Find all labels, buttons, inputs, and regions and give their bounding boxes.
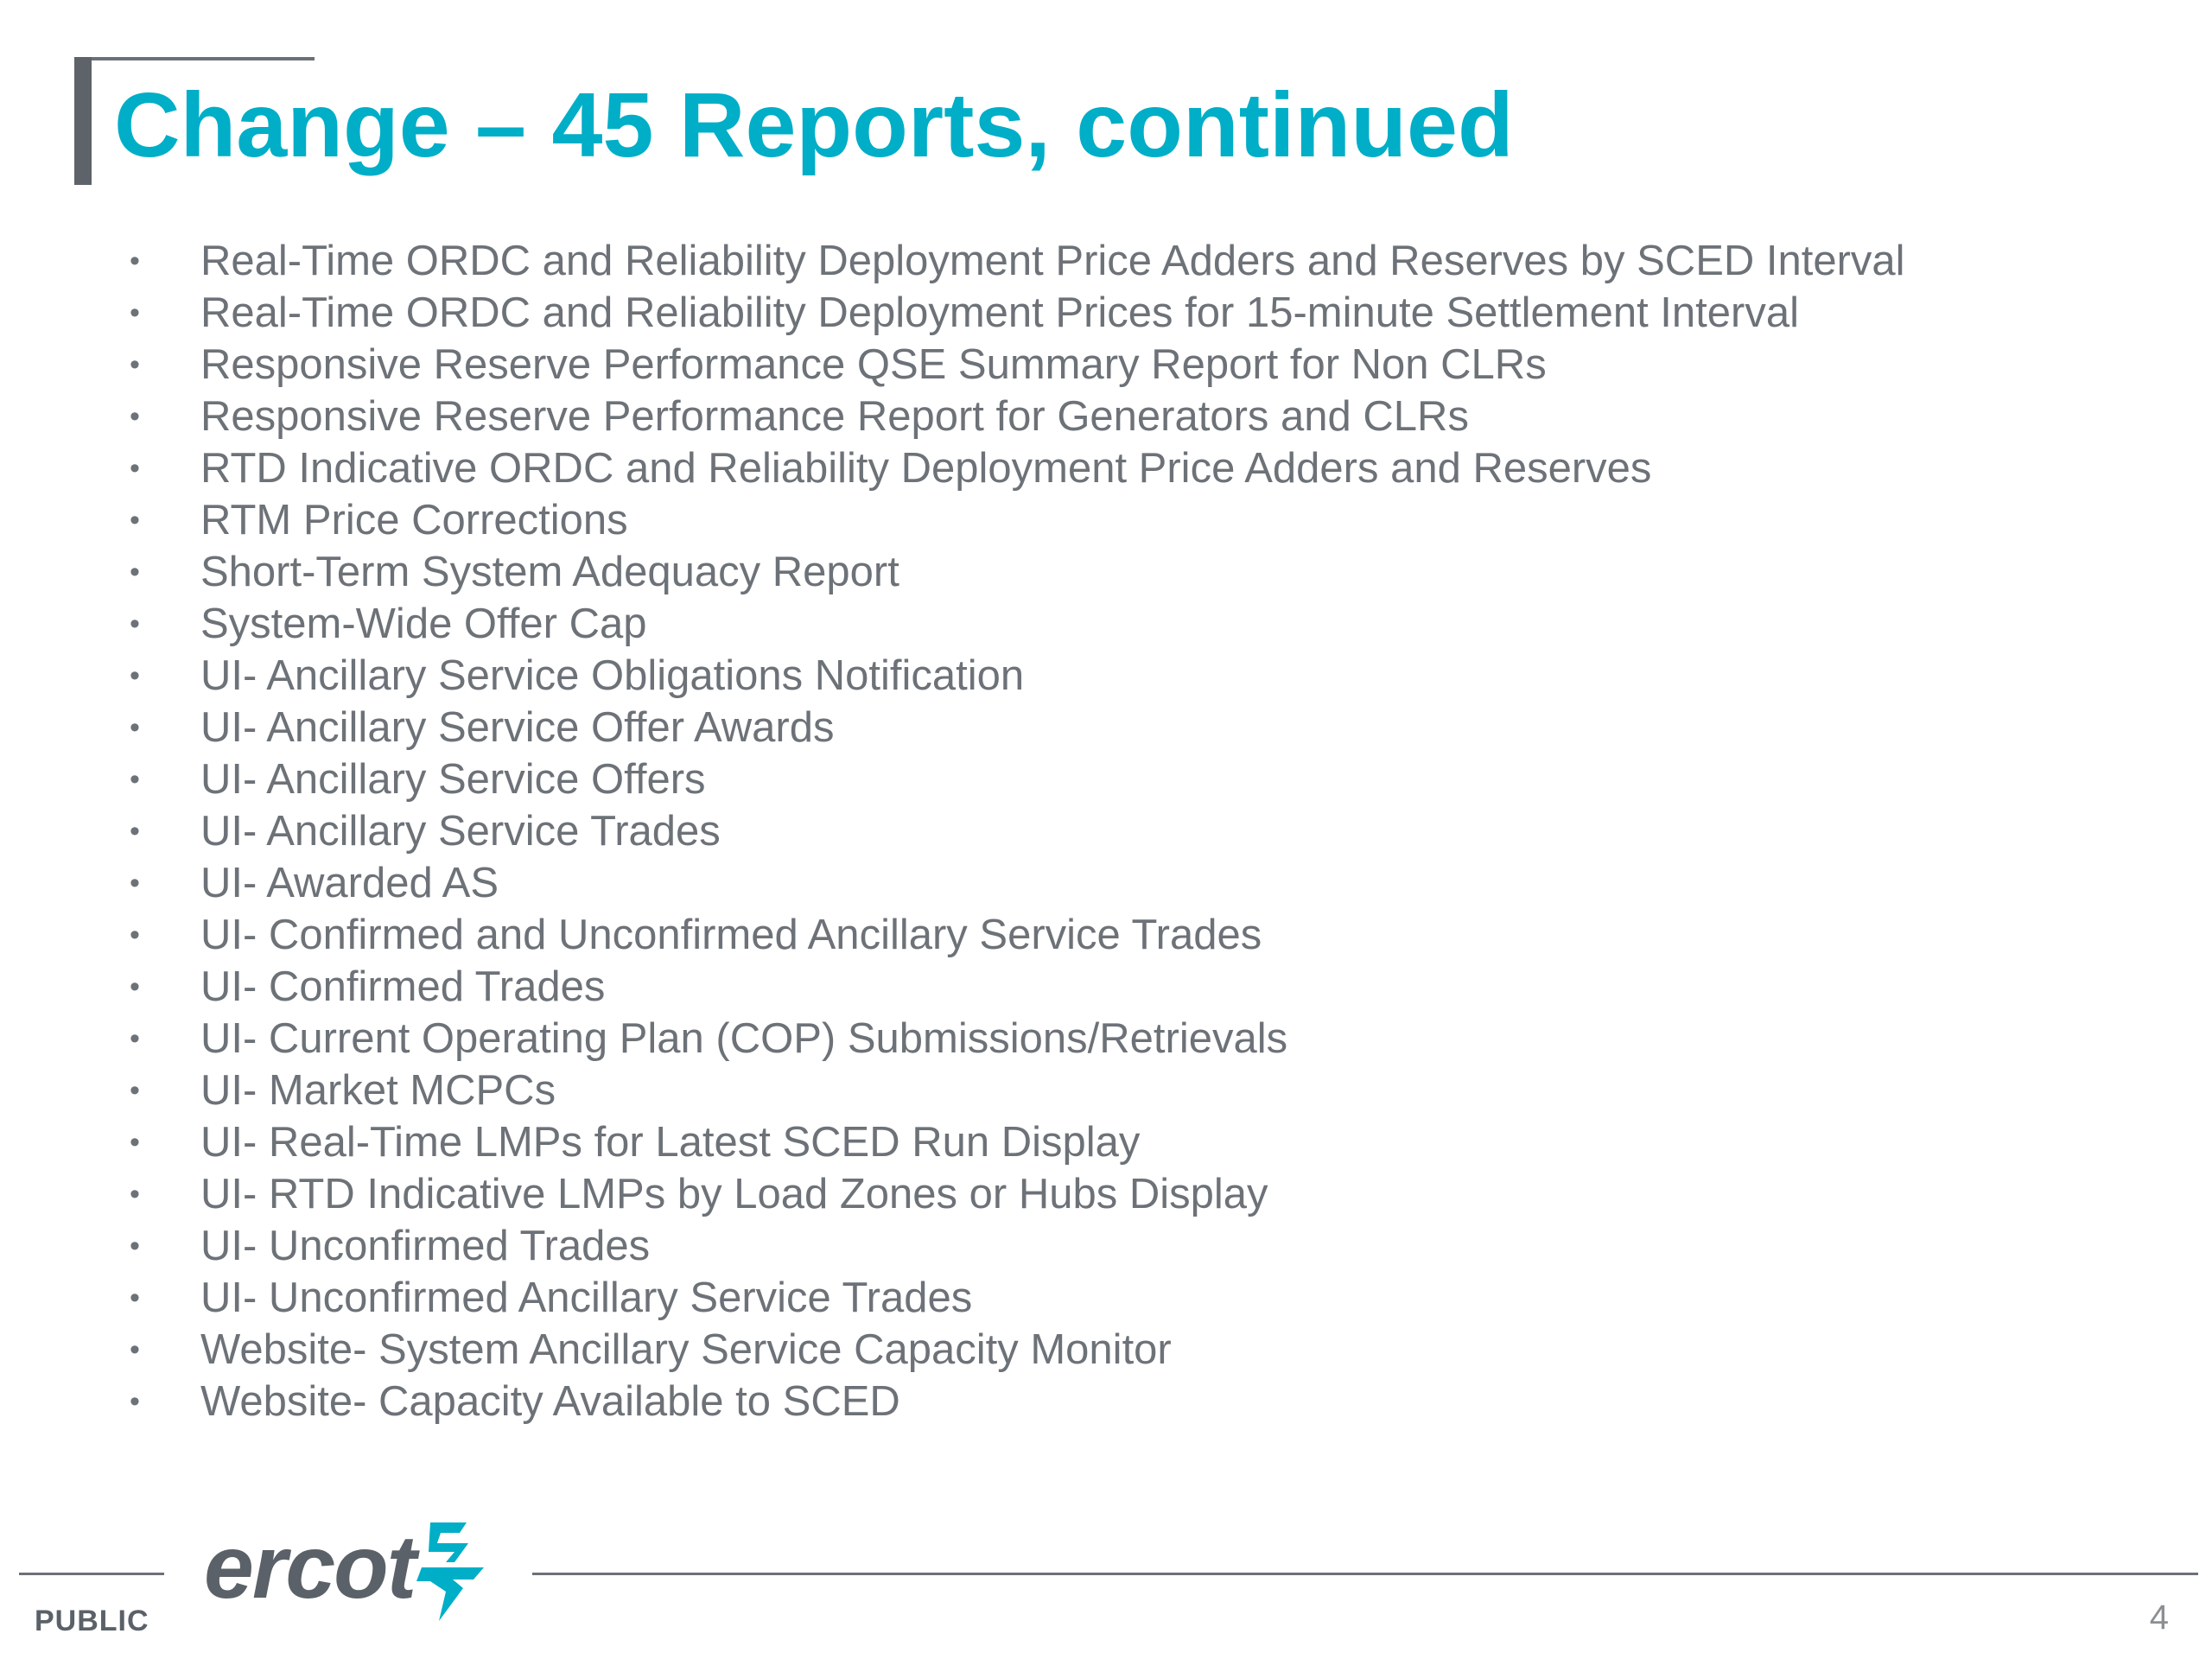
report-item-label: UI- Awarded AS <box>200 860 499 906</box>
classification-label: PUBLIC <box>35 1605 149 1637</box>
report-item-label: UI- Unconfirmed Trades <box>200 1223 651 1269</box>
bullet-icon: • <box>130 1332 140 1366</box>
report-item-label: UI- Ancillary Service Offers <box>200 756 706 803</box>
bullet-icon: • <box>130 399 140 433</box>
report-item-label: RTM Price Corrections <box>200 497 628 543</box>
report-list-item: • UI- Ancillary Service Offer Awards <box>121 702 1905 753</box>
report-item-label: UI- Real-Time LMPs for Latest SCED Run D… <box>200 1119 1141 1166</box>
report-list-item: • UI- Ancillary Service Obligations Notif… <box>121 650 1905 702</box>
report-item-label: Real-Time ORDC and Reliability Deploymen… <box>200 238 1905 284</box>
bullet-icon: • <box>130 710 140 744</box>
bullet-icon: • <box>130 1384 140 1418</box>
bullet-icon: • <box>130 555 140 588</box>
page-number: 4 <box>2149 1599 2169 1637</box>
report-list-item: • UI- Unconfirmed Trades <box>121 1220 1905 1272</box>
report-item-label: UI- Confirmed and Unconfirmed Ancillary … <box>200 912 1262 958</box>
report-list-item: • UI- Confirmed Trades <box>121 961 1905 1013</box>
report-list-item: • System-Wide Offer Cap <box>121 598 1905 650</box>
bullet-icon: • <box>130 1021 140 1055</box>
bullet-icon: • <box>130 969 140 1003</box>
ercot-logo: ercot <box>204 1517 494 1624</box>
report-list-item: • Real-Time ORDC and Reliability Deployme… <box>121 235 1905 287</box>
report-item-label: Website- Capacity Available to SCED <box>200 1378 900 1425</box>
report-list-item: • Real-Time ORDC and Reliability Deployme… <box>121 287 1905 339</box>
report-list-item: • Website- System Ancillary Service Capac… <box>121 1324 1905 1376</box>
title-frame-top-rule <box>74 57 315 60</box>
bullet-icon: • <box>130 866 140 899</box>
report-item-label: UI- Market MCPCs <box>200 1067 556 1114</box>
ercot-lightning-mark-icon <box>416 1522 484 1621</box>
report-list-item: • UI- Ancillary Service Trades <box>121 805 1905 857</box>
bullet-icon: • <box>130 347 140 381</box>
report-list-item: • UI- Ancillary Service Offers <box>121 753 1905 805</box>
report-list-item: • UI- Unconfirmed Ancillary Service Trade… <box>121 1272 1905 1324</box>
bullet-icon: • <box>130 1229 140 1262</box>
report-item-label: Responsive Reserve Performance QSE Summa… <box>200 341 1547 388</box>
bullet-icon: • <box>130 451 140 485</box>
report-list-item: • UI- Awarded AS <box>121 857 1905 909</box>
footer-rule-left <box>19 1573 164 1575</box>
bullet-icon: • <box>130 244 140 277</box>
report-list-item: • Responsive Reserve Performance QSE Summ… <box>121 339 1905 391</box>
bullet-icon: • <box>130 503 140 537</box>
report-list-item: • RTM Price Corrections <box>121 494 1905 546</box>
report-list: • Real-Time ORDC and Reliability Deployme… <box>121 235 1905 1427</box>
bullet-icon: • <box>130 658 140 692</box>
logo-wordmark: ercot <box>204 1517 416 1618</box>
report-list-item: • UI- RTD Indicative LMPs by Load Zones o… <box>121 1168 1905 1220</box>
bullet-icon: • <box>130 1177 140 1211</box>
bullet-icon: • <box>130 918 140 951</box>
report-item-label: UI- Ancillary Service Offer Awards <box>200 704 835 751</box>
report-item-label: UI- RTD Indicative LMPs by Load Zones or… <box>200 1171 1268 1217</box>
report-item-label: Short-Term System Adequacy Report <box>200 549 899 595</box>
bullet-icon: • <box>130 1125 140 1159</box>
bullet-icon: • <box>130 762 140 796</box>
report-item-label: Real-Time ORDC and Reliability Deploymen… <box>200 289 1799 336</box>
report-list-item: • UI- Confirmed and Unconfirmed Ancillary… <box>121 909 1905 961</box>
report-list-item: • Short-Term System Adequacy Report <box>121 546 1905 598</box>
bullet-icon: • <box>130 1073 140 1107</box>
bullet-icon: • <box>130 814 140 848</box>
report-item-label: RTD Indicative ORDC and Reliability Depl… <box>200 445 1652 492</box>
report-item-label: UI- Ancillary Service Trades <box>200 808 721 855</box>
report-list-item: • RTD Indicative ORDC and Reliability Dep… <box>121 442 1905 494</box>
footer-rule-right <box>532 1573 2198 1575</box>
report-item-label: Website- System Ancillary Service Capaci… <box>200 1326 1172 1373</box>
title-frame-left-bar <box>74 57 92 185</box>
bullet-icon: • <box>130 296 140 329</box>
report-item-label: UI- Unconfirmed Ancillary Service Trades <box>200 1274 973 1321</box>
report-list-item: • UI- Real-Time LMPs for Latest SCED Run … <box>121 1116 1905 1168</box>
bullet-icon: • <box>130 1281 140 1314</box>
bullet-icon: • <box>130 607 140 640</box>
report-item-label: UI- Ancillary Service Obligations Notifi… <box>200 652 1025 699</box>
report-item-label: UI- Current Operating Plan (COP) Submiss… <box>200 1015 1288 1062</box>
report-list-item: • Website- Capacity Available to SCED <box>121 1376 1905 1427</box>
report-list-item: • Responsive Reserve Performance Report f… <box>121 391 1905 442</box>
report-item-label: Responsive Reserve Performance Report fo… <box>200 393 1469 440</box>
slide-title: Change – 45 Reports, continued <box>114 74 1514 176</box>
report-item-label: UI- Confirmed Trades <box>200 963 606 1010</box>
report-list-item: • UI- Current Operating Plan (COP) Submis… <box>121 1013 1905 1065</box>
report-list-item: • UI- Market MCPCs <box>121 1065 1905 1116</box>
report-item-label: System-Wide Offer Cap <box>200 601 647 647</box>
